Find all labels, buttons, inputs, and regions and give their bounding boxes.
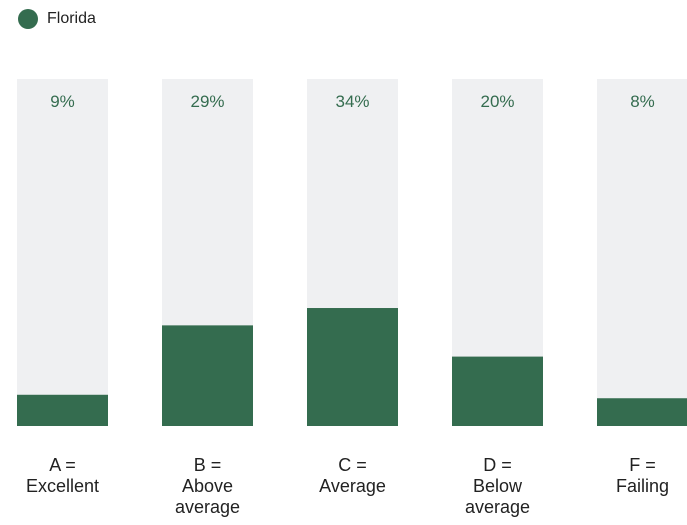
data-label: 29% xyxy=(190,92,224,111)
legend: Florida xyxy=(18,9,96,29)
category-label: D = Below average xyxy=(465,455,530,517)
category-label: A = Excellent xyxy=(26,455,99,496)
legend-label-florida: Florida xyxy=(47,10,96,27)
category-label: F = Failing xyxy=(616,455,669,496)
category-label-line: D = xyxy=(483,455,512,475)
category-label-line: Below xyxy=(473,476,523,496)
bar xyxy=(162,325,253,426)
data-label: 34% xyxy=(335,92,369,111)
category-label-line: average xyxy=(175,497,240,517)
data-label: 8% xyxy=(630,92,655,111)
category-label-line: F = xyxy=(629,455,656,475)
category-label-line: C = xyxy=(338,455,367,475)
category-label-line: Above xyxy=(182,476,233,496)
bar xyxy=(307,308,398,426)
category-label: B = Above average xyxy=(175,455,240,517)
data-label: 9% xyxy=(50,92,75,111)
legend-swatch-florida xyxy=(18,9,38,29)
bar-track xyxy=(597,79,687,426)
category-label: C = Average xyxy=(319,455,386,496)
bar xyxy=(17,394,108,426)
category-label-line: Average xyxy=(319,476,386,496)
bar xyxy=(452,356,543,426)
data-label: 20% xyxy=(480,92,514,111)
category-label-line: A = xyxy=(49,455,76,475)
category-label-line: Failing xyxy=(616,476,669,496)
category-label-line: average xyxy=(465,497,530,517)
category-label-line: B = xyxy=(194,455,222,475)
bar-track xyxy=(17,79,108,426)
bar xyxy=(597,398,687,426)
category-label-line: Excellent xyxy=(26,476,99,496)
